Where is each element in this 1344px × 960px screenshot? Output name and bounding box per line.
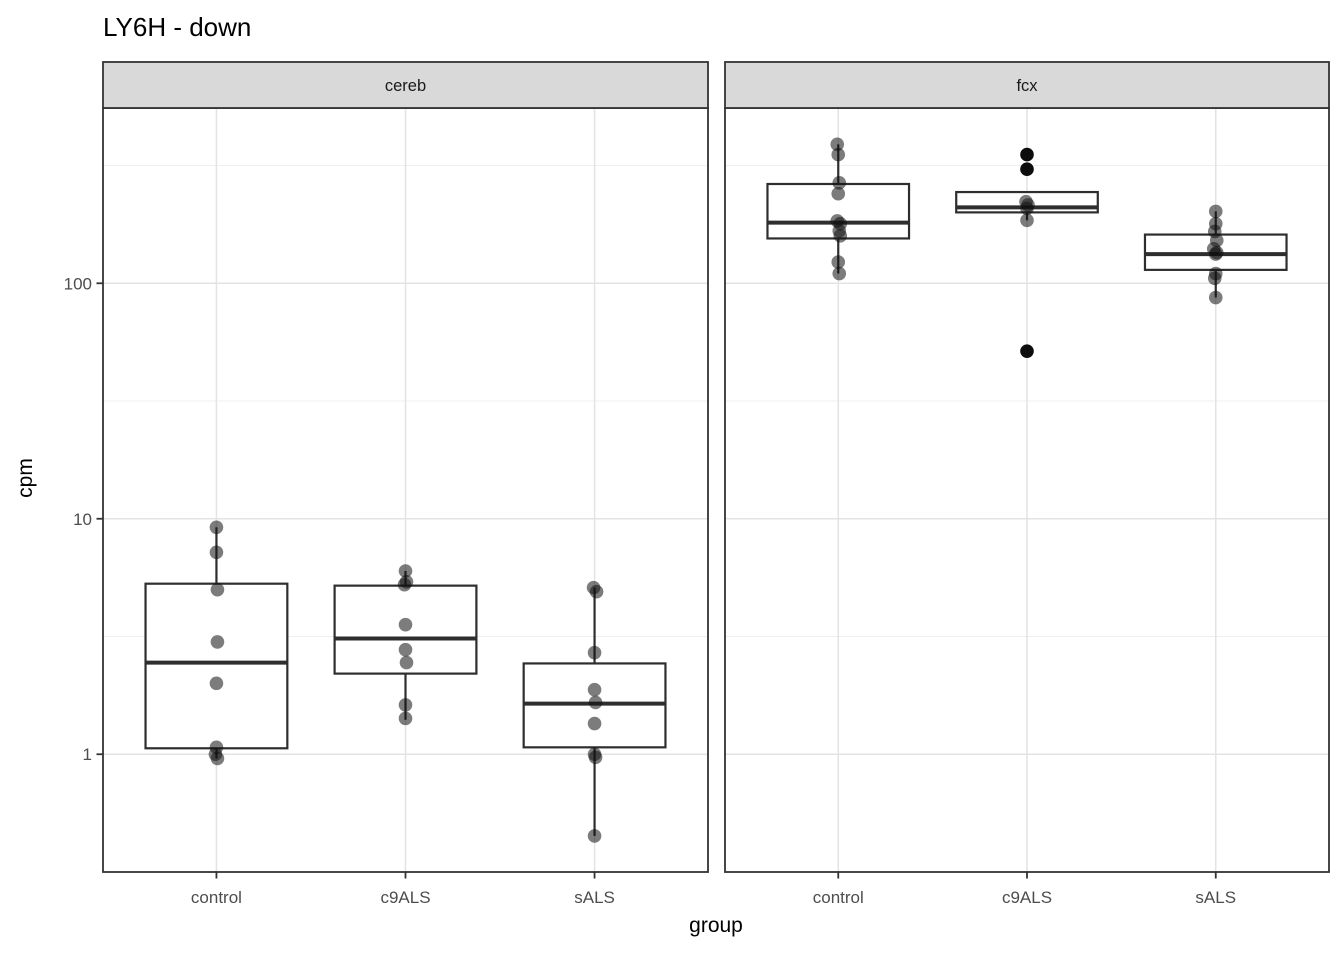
strip-label-cereb: cereb	[385, 77, 426, 95]
data-point	[830, 137, 845, 152]
data-point	[833, 229, 848, 243]
y-tick-label-10: 10	[73, 510, 92, 529]
data-point	[210, 751, 225, 766]
data-point	[587, 829, 602, 843]
boxplot-fcx-control	[766, 137, 911, 281]
data-point	[398, 617, 413, 632]
data-point	[398, 642, 413, 657]
data-point	[1208, 204, 1223, 219]
strip-cereb	[102, 61, 709, 109]
data-point	[831, 255, 846, 269]
strip-fcx	[724, 61, 1330, 109]
data-point	[832, 176, 847, 190]
x-tick-label-control: control	[191, 888, 242, 907]
data-point	[399, 655, 414, 670]
facet-fcx: fcx control c9ALS sALS	[724, 61, 1330, 907]
x-tick-label-c9ALS: c9ALS	[380, 888, 430, 907]
data-point	[398, 711, 413, 726]
data-point	[832, 266, 847, 281]
data-point	[398, 564, 413, 578]
data-point	[1020, 201, 1034, 216]
boxplot-cereb-c9ALS	[333, 564, 478, 726]
data-point	[831, 147, 846, 162]
data-point	[1020, 213, 1034, 228]
data-point	[210, 635, 225, 649]
data-point	[210, 582, 225, 597]
data-point	[398, 698, 413, 712]
x-axis-title: group	[689, 914, 743, 937]
outlier-point	[1020, 344, 1034, 358]
data-point	[831, 186, 846, 201]
data-point	[587, 682, 602, 697]
x-tick-label-sALS: sALS	[1195, 888, 1236, 907]
data-point	[588, 695, 603, 710]
data-point	[1207, 271, 1222, 286]
data-point	[1208, 247, 1223, 261]
chart-title: LY6H - down	[103, 12, 252, 42]
y-tick-label-100: 100	[64, 274, 92, 293]
outlier-point	[1020, 162, 1034, 177]
outlier-point	[1020, 147, 1034, 162]
data-point	[397, 577, 412, 592]
data-point	[589, 584, 604, 599]
data-point	[587, 645, 602, 660]
x-tick-label-control: control	[813, 888, 864, 907]
boxplot-fcx-c9ALS	[955, 147, 1099, 358]
data-point	[209, 676, 224, 691]
x-tick-label-c9ALS: c9ALS	[1002, 888, 1052, 907]
strip-label-fcx: fcx	[1016, 77, 1038, 95]
y-axis: 100 10 1	[64, 274, 103, 764]
x-tick-label-sALS: sALS	[574, 888, 615, 907]
boxplot-fcx-sALS	[1143, 204, 1288, 305]
facet-cereb: cereb control c9ALS sALS	[102, 61, 709, 907]
boxplot-cereb-sALS	[522, 580, 667, 843]
data-point	[587, 716, 602, 731]
data-point	[1208, 290, 1223, 305]
data-point	[209, 520, 224, 535]
data-point	[588, 750, 603, 765]
data-point	[209, 545, 224, 560]
box	[144, 582, 289, 750]
boxplot-cereb-control	[144, 520, 289, 766]
y-tick-label-1: 1	[83, 745, 92, 764]
